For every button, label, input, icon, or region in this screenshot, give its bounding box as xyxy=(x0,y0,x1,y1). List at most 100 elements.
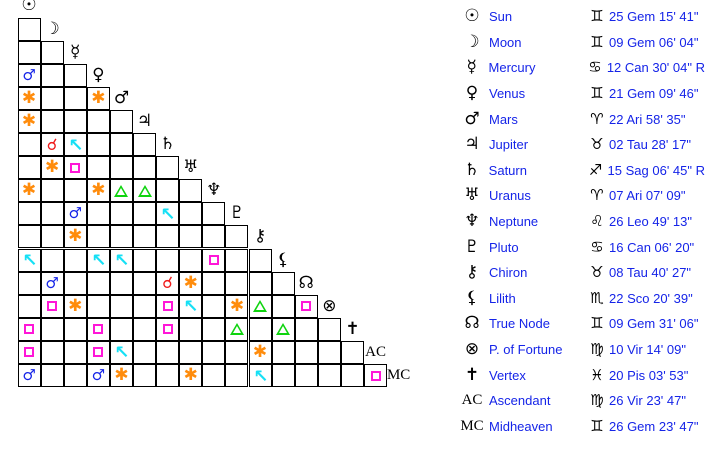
aspect-cell-r11-c9[interactable] xyxy=(202,248,226,272)
aspect-cell-r12-c8[interactable]: ✱ xyxy=(179,271,203,295)
aspect-cell-r8-c5[interactable] xyxy=(109,179,133,203)
aspect-cell-r16-c10[interactable] xyxy=(225,364,249,388)
aspect-cell-r7-c1[interactable] xyxy=(17,156,41,180)
aspect-cell-r11-c7[interactable] xyxy=(156,248,180,272)
aspect-cell-r14-c10[interactable] xyxy=(225,317,249,341)
aspect-cell-r10-c6[interactable] xyxy=(133,225,157,249)
aspect-cell-r16-c15[interactable] xyxy=(340,364,364,388)
aspect-cell-r8-c1[interactable]: ✱ xyxy=(17,179,41,203)
aspect-cell-r7-c2[interactable]: ✱ xyxy=(40,156,64,180)
planet-row[interactable]: ✝ Vertex ♓ 20 Pis 03' 53" xyxy=(455,362,705,388)
aspect-cell-r14-c13[interactable] xyxy=(294,317,318,341)
aspect-cell-r9-c6[interactable] xyxy=(133,202,157,226)
aspect-cell-r10-c5[interactable] xyxy=(109,225,133,249)
aspect-cell-r12-c3[interactable] xyxy=(63,271,87,295)
aspect-cell-r14-c9[interactable] xyxy=(202,317,226,341)
aspect-cell-r9-c8[interactable] xyxy=(179,202,203,226)
aspect-cell-r5-c4[interactable] xyxy=(86,109,110,133)
planet-row[interactable]: ☊ True Node ♊ 09 Gem 31' 06" xyxy=(455,311,705,337)
aspect-cell-r14-c7[interactable] xyxy=(156,317,180,341)
aspect-cell-r6-c4[interactable] xyxy=(86,133,110,157)
aspect-cell-r13-c1[interactable] xyxy=(17,294,41,318)
aspect-cell-r6-c1[interactable] xyxy=(17,133,41,157)
aspect-cell-r13-c4[interactable] xyxy=(86,294,110,318)
aspect-cell-r12-c5[interactable] xyxy=(109,271,133,295)
aspect-cell-r15-c15[interactable] xyxy=(340,340,364,364)
aspect-cell-r15-c8[interactable] xyxy=(179,340,203,364)
aspect-cell-r6-c3[interactable]: ← xyxy=(63,131,89,157)
planet-row[interactable]: ⊗ P. of Fortune ♍ 10 Vir 14' 09" xyxy=(455,337,705,363)
aspect-cell-r14-c11[interactable] xyxy=(248,317,272,341)
aspect-cell-r7-c5[interactable] xyxy=(109,156,133,180)
aspect-cell-r12-c9[interactable] xyxy=(202,271,226,295)
aspect-cell-r11-c2[interactable] xyxy=(40,248,64,272)
aspect-cell-r11-c1[interactable]: ← xyxy=(17,247,43,273)
aspect-cell-r7-c3[interactable] xyxy=(63,156,87,180)
aspect-cell-r14-c12[interactable] xyxy=(271,317,295,341)
aspect-cell-r9-c9[interactable] xyxy=(202,202,226,226)
aspect-cell-r8-c6[interactable] xyxy=(133,179,157,203)
planet-row[interactable]: ☉ Sun ♊ 25 Gem 15' 41" xyxy=(455,4,705,30)
aspect-cell-r10-c9[interactable] xyxy=(202,225,226,249)
aspect-cell-r11-c11[interactable] xyxy=(248,248,272,272)
aspect-cell-r9-c5[interactable] xyxy=(109,202,133,226)
planet-row[interactable]: ♇ Pluto ♋ 16 Can 06' 20" xyxy=(455,234,705,260)
aspect-cell-r13-c9[interactable] xyxy=(202,294,226,318)
aspect-cell-r16-c16[interactable] xyxy=(364,364,388,388)
aspect-cell-r8-c4[interactable]: ✱ xyxy=(86,179,110,203)
planet-row[interactable]: ♅ Uranus ♈ 07 Ari 07' 09" xyxy=(455,183,705,209)
aspect-cell-r12-c11[interactable] xyxy=(248,271,272,295)
aspect-cell-r15-c4[interactable] xyxy=(86,340,110,364)
aspect-cell-r16-c13[interactable] xyxy=(294,364,318,388)
aspect-cell-r11-c3[interactable] xyxy=(63,248,87,272)
aspect-cell-r13-c7[interactable] xyxy=(156,294,180,318)
aspect-cell-r16-c12[interactable] xyxy=(271,364,295,388)
aspect-cell-r6-c2[interactable]: ☌ xyxy=(40,133,64,157)
aspect-cell-r13-c10[interactable]: ✱ xyxy=(225,294,249,318)
aspect-cell-r16-c14[interactable] xyxy=(317,364,341,388)
aspect-cell-r16-c2[interactable] xyxy=(40,364,64,388)
aspect-cell-r8-c2[interactable] xyxy=(40,179,64,203)
planet-row[interactable]: ⚸ Lilith ♏ 22 Sco 20' 39" xyxy=(455,286,705,312)
aspect-cell-r15-c11[interactable]: ✱ xyxy=(248,340,272,364)
aspect-cell-r5-c5[interactable] xyxy=(109,109,133,133)
aspect-cell-r7-c6[interactable] xyxy=(133,156,157,180)
aspect-cell-r11-c10[interactable] xyxy=(225,248,249,272)
aspect-cell-r6-c5[interactable] xyxy=(109,133,133,157)
planet-row[interactable]: ☽ Moon ♊ 09 Gem 06' 04" xyxy=(455,30,705,56)
planet-row[interactable]: MC Midheaven ♊ 26 Gem 23' 47" xyxy=(455,414,705,440)
aspect-cell-r5-c1[interactable]: ✱ xyxy=(17,109,41,133)
aspect-cell-r3-c3[interactable] xyxy=(63,63,87,87)
aspect-cell-r14-c8[interactable] xyxy=(179,317,203,341)
aspect-cell-r11-c4[interactable]: ← xyxy=(86,247,112,273)
planet-row[interactable]: ☿ Mercury ♋ 12 Can 30' 04" R xyxy=(455,55,705,81)
planet-row[interactable]: ♃ Jupiter ♉ 02 Tau 28' 17" xyxy=(455,132,705,158)
aspect-cell-r13-c2[interactable] xyxy=(40,294,64,318)
aspect-cell-r6-c6[interactable] xyxy=(133,133,157,157)
aspect-cell-r3-c1[interactable]: ♂ xyxy=(17,63,41,87)
aspect-cell-r16-c11[interactable]: ← xyxy=(248,362,274,388)
aspect-cell-r14-c14[interactable] xyxy=(317,317,341,341)
aspect-cell-r14-c2[interactable] xyxy=(40,317,64,341)
aspect-cell-r2-c1[interactable] xyxy=(17,40,41,64)
planet-row[interactable]: ♆ Neptune ♌ 26 Leo 49' 13" xyxy=(455,209,705,235)
aspect-cell-r10-c4[interactable] xyxy=(86,225,110,249)
aspect-cell-r10-c1[interactable] xyxy=(17,225,41,249)
aspect-cell-r11-c5[interactable]: ← xyxy=(109,247,135,273)
aspect-cell-r5-c2[interactable] xyxy=(40,109,64,133)
aspect-cell-r7-c7[interactable] xyxy=(156,156,180,180)
aspect-cell-r10-c7[interactable] xyxy=(156,225,180,249)
aspect-cell-r12-c4[interactable] xyxy=(86,271,110,295)
planet-row[interactable]: ♀ Venus ♊ 21 Gem 09' 46" xyxy=(455,81,705,107)
aspect-cell-r16-c5[interactable]: ✱ xyxy=(109,364,133,388)
aspect-cell-r15-c3[interactable] xyxy=(63,340,87,364)
aspect-cell-r2-c2[interactable] xyxy=(40,40,64,64)
aspect-cell-r8-c3[interactable] xyxy=(63,179,87,203)
aspect-cell-r14-c4[interactable] xyxy=(86,317,110,341)
planet-row[interactable]: ♂ Mars ♈ 22 Ari 58' 35" xyxy=(455,106,705,132)
aspect-cell-r12-c12[interactable] xyxy=(271,271,295,295)
aspect-cell-r4-c2[interactable] xyxy=(40,86,64,110)
aspect-cell-r12-c7[interactable]: ☌ xyxy=(156,271,180,295)
aspect-cell-r13-c8[interactable]: ← xyxy=(178,293,204,319)
aspect-cell-r1-c1[interactable] xyxy=(17,17,41,41)
